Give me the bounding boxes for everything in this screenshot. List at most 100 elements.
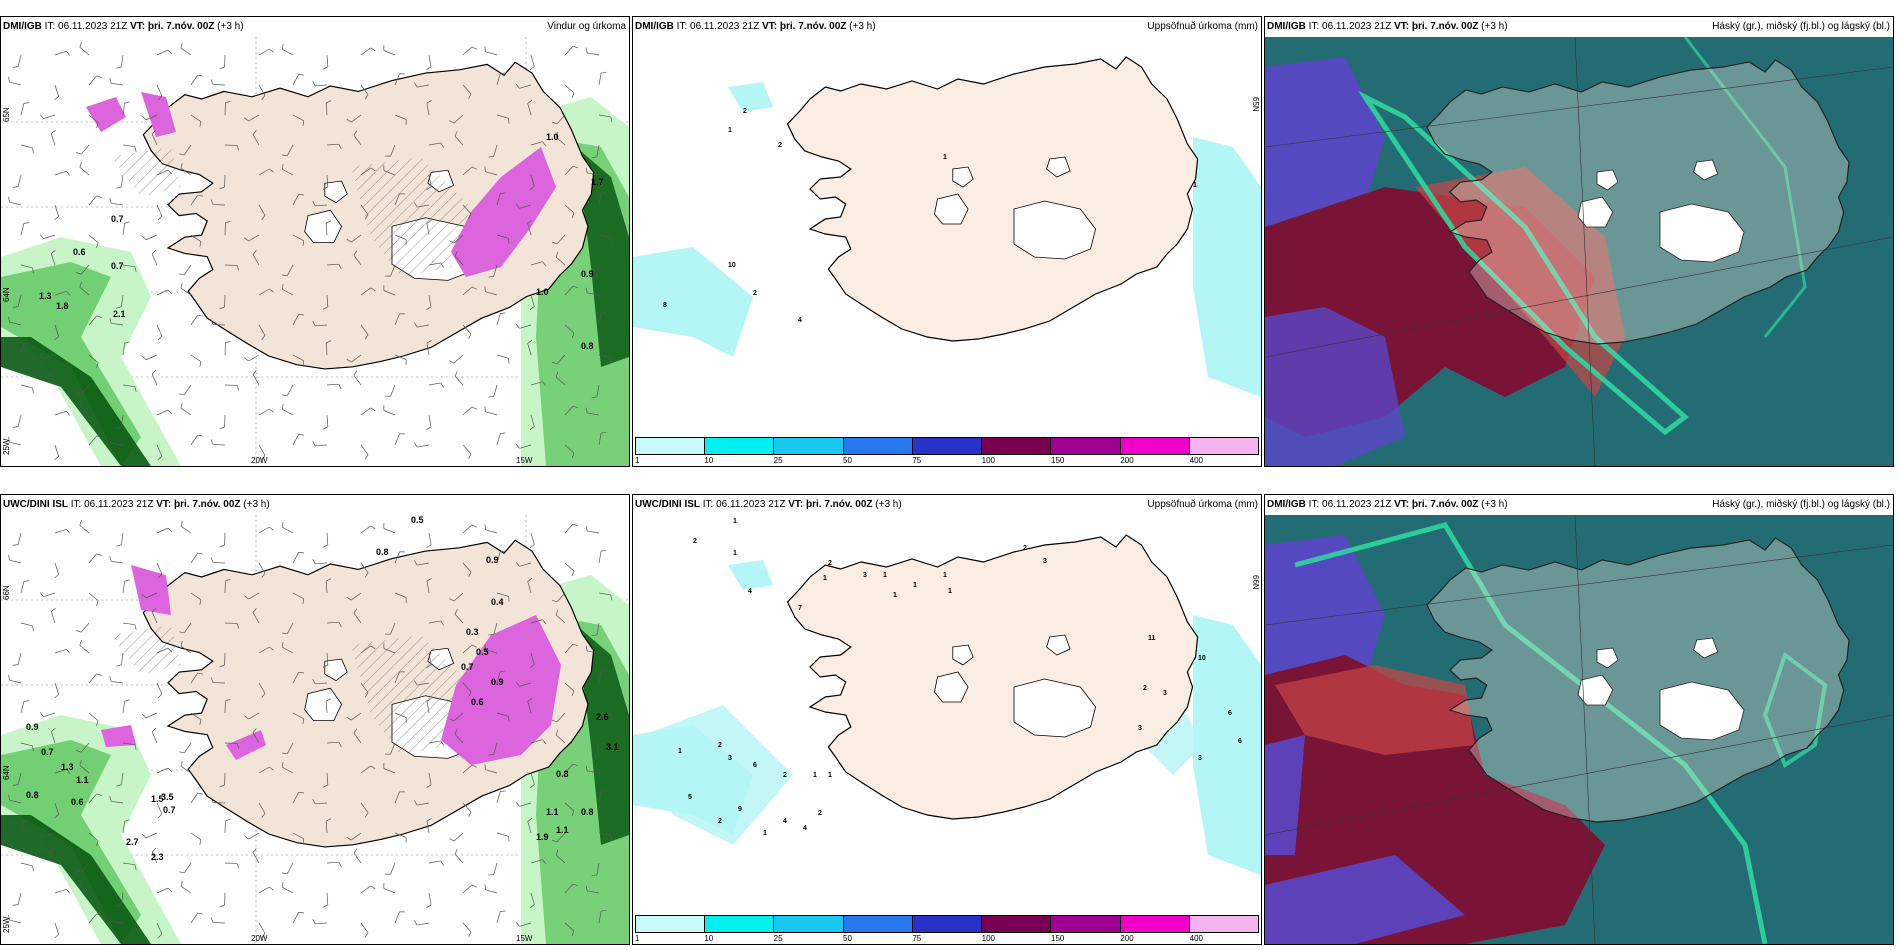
glacier (1659, 681, 1745, 741)
wind-barb (383, 285, 396, 296)
wind-barb (252, 848, 260, 864)
panel-field-title: Uppsöfnuð úrkoma (mm) (1147, 21, 1258, 32)
panel-header: UWC/DINI ISL IT: 06.11.2023 21Z VT: þri.… (1, 495, 629, 515)
wind-barb (484, 524, 498, 534)
panel-lead-time: (+3 h) (846, 21, 876, 32)
wind-barb (50, 129, 56, 146)
wind-barb (312, 80, 328, 87)
wind-barb (151, 369, 158, 386)
wind-barb (292, 832, 304, 845)
colorbar-tick-label: 10 (704, 934, 714, 943)
wind-barb (529, 652, 535, 669)
value-label: 0.9 (581, 269, 594, 279)
wind-barb (394, 911, 405, 924)
value-label: 3.1 (606, 742, 619, 752)
wind-barb (598, 909, 607, 924)
colorbar-segment (1189, 438, 1258, 454)
wind-barb (530, 619, 547, 625)
panel-issue-time: IT: 06.11.2023 21Z (673, 21, 763, 32)
wind-barb (151, 727, 158, 744)
lon-label: 15W (516, 456, 533, 465)
value-label: 0.7 (41, 747, 54, 757)
lon-label: 25W (2, 916, 11, 933)
precip-cyan (728, 560, 773, 590)
wind-barb (50, 249, 56, 266)
coastline (1426, 59, 1850, 345)
wind-barb (360, 802, 369, 818)
wind-barb (488, 622, 498, 636)
wind-barb (591, 384, 600, 399)
colorbar-tick-label: 50 (843, 934, 852, 943)
wind-barb (394, 671, 405, 684)
wind-barb (496, 670, 506, 684)
wind-barb (178, 264, 192, 276)
panel-valid-time: VT: þri. 7.nóv. 00Z (1394, 499, 1479, 510)
value-label: 1 (893, 592, 897, 599)
wind-barb (598, 191, 607, 206)
wind-barb (54, 562, 60, 579)
value-label: 1 (733, 518, 737, 525)
wind-barb (210, 79, 226, 86)
wind-barb (598, 234, 613, 243)
map-area (1265, 515, 1893, 944)
value-label: 1 (913, 582, 917, 589)
glacier (1596, 647, 1619, 669)
wind-barb (190, 74, 204, 86)
wind-barb (8, 76, 22, 86)
value-label: 0.8 (581, 341, 594, 351)
wind-barb (20, 862, 34, 872)
wind-barb (462, 324, 472, 339)
panel-precip-uwc: UWC/DINI ISL IT: 06.11.2023 21Z VT: þri.… (632, 494, 1262, 945)
wind-barb (527, 817, 533, 834)
wind-barb (591, 264, 600, 279)
wind-barb (281, 144, 294, 156)
wind-barb (394, 193, 405, 206)
wind-barb (244, 592, 260, 600)
wind-barb (322, 174, 329, 190)
wind-barb (346, 354, 362, 363)
value-label: 2.6 (596, 712, 609, 722)
wind-barb (426, 174, 432, 190)
iceland-landmass (786, 534, 1199, 820)
wind-barb (219, 652, 226, 668)
wind-barb (258, 324, 266, 340)
wind-barb (462, 562, 472, 577)
value-label: 2 (718, 742, 722, 749)
wind-barb (385, 862, 396, 875)
wind-barb (598, 832, 613, 841)
map-area: 0.5 0.8 0.9 0.4 0.3 0.5 0.7 0.9 0.6 2.6 3.1 0.8 1.1 0… (1, 515, 629, 944)
wind-barb (428, 740, 444, 746)
wind-barb (462, 166, 477, 176)
panel-header: UWC/DINI ISL IT: 06.11.2023 21Z VT: þri.… (633, 495, 1261, 515)
precip-colorbar (635, 437, 1259, 455)
wind-barb (529, 892, 535, 909)
colorbar-segment (1051, 916, 1121, 932)
wind-barb (529, 174, 535, 191)
wind-barb (116, 294, 124, 309)
wind-barb (54, 802, 60, 819)
wind-barb (585, 885, 600, 894)
value-label: 0.7 (111, 261, 124, 271)
precip-east-dark (576, 625, 629, 845)
wind-barb (598, 592, 613, 601)
colorbar-segment (912, 438, 983, 454)
wind-barb (462, 764, 477, 774)
wind-barb (385, 264, 396, 277)
wind-barb (564, 523, 579, 534)
colorbar-tick-label: 150 (1051, 934, 1065, 943)
wind-barb (54, 50, 71, 56)
wind-barb (428, 142, 444, 148)
wind-barb (210, 199, 226, 206)
wind-barb (39, 592, 56, 598)
value-label: 1.9 (536, 832, 549, 842)
wind-barb (210, 557, 226, 564)
wind-barb (346, 114, 362, 123)
panel-precip-dmi: DMI/IGB IT: 06.11.2023 21Z VT: þri. 7.nó… (632, 16, 1262, 467)
wind-barb (219, 532, 226, 548)
colorbar-tick-label: 25 (773, 934, 783, 943)
wind-barb (598, 789, 607, 804)
value-label: 10 (728, 262, 736, 269)
wind-barb (88, 832, 99, 846)
wind-barb (156, 49, 173, 56)
value-label: 1.0 (536, 287, 549, 297)
